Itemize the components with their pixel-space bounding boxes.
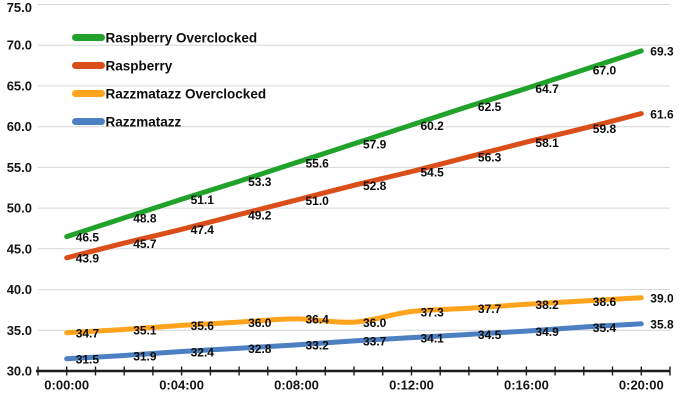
data-label: 53.3 (248, 175, 272, 189)
data-label: 59.8 (593, 122, 617, 136)
x-axis-label: 0:16:00 (504, 378, 549, 393)
data-label: 57.9 (363, 138, 387, 152)
data-label: 45.7 (133, 237, 157, 251)
legend-label: Razzmatazz Overclocked (106, 86, 267, 101)
data-label: 35.8 (650, 318, 674, 332)
data-label: 38.2 (535, 298, 559, 312)
data-label: 62.5 (478, 100, 502, 114)
y-axis-label: 70.0 (7, 38, 32, 53)
data-label: 34.9 (535, 325, 559, 339)
y-axis-label: 35.0 (7, 323, 32, 338)
x-axis-label: 0:20:00 (619, 378, 664, 393)
data-label: 61.6 (650, 107, 674, 121)
data-label: 56.3 (478, 151, 502, 165)
legend-swatch (72, 62, 105, 69)
series-line-razzmatazz-overclocked (64, 295, 644, 336)
y-axis-label: 30.0 (7, 364, 32, 379)
data-label: 34.5 (478, 328, 502, 342)
data-label: 55.6 (306, 156, 330, 170)
data-label: 37.7 (478, 302, 502, 316)
data-label: 54.5 (421, 165, 445, 179)
data-label: 43.9 (76, 252, 100, 266)
data-label: 34.1 (421, 331, 445, 345)
legend-swatch (72, 34, 105, 41)
data-label: 36.4 (306, 313, 330, 327)
data-label: 31.5 (76, 353, 100, 367)
y-axis-label: 75.0 (7, 0, 32, 15)
x-axis-label: 0:08:00 (274, 378, 319, 393)
legend-item: Raspberry Overclocked (72, 30, 257, 45)
data-label: 35.4 (593, 321, 617, 335)
data-label: 67.0 (593, 64, 617, 78)
data-label: 32.8 (248, 342, 272, 356)
legend-label: Raspberry Overclocked (106, 30, 258, 45)
data-label: 39.0 (650, 292, 674, 306)
data-label: 46.5 (76, 230, 100, 244)
legend-label: Raspberry (106, 58, 173, 73)
data-label: 51.0 (306, 194, 330, 208)
y-axis-label: 50.0 (7, 201, 32, 216)
legend-label: Razzmatazz (106, 114, 182, 129)
legend-item: Razzmatazz Overclocked (72, 86, 266, 101)
data-label: 49.2 (248, 208, 272, 222)
data-label: 37.3 (421, 305, 445, 319)
data-label: 32.4 (191, 345, 215, 359)
data-label: 34.7 (76, 327, 100, 341)
data-label: 52.8 (363, 179, 387, 193)
series-line-raspberry (64, 111, 644, 261)
series-line-raspberry-overclocked (64, 48, 644, 240)
legend-swatch (72, 118, 105, 125)
data-label: 69.3 (650, 45, 674, 59)
data-label: 38.6 (593, 295, 617, 309)
data-label: 36.0 (248, 316, 272, 330)
data-label: 31.9 (133, 349, 157, 363)
data-label: 48.8 (133, 212, 157, 226)
legend-swatch (72, 90, 105, 97)
data-label: 35.1 (133, 323, 157, 337)
x-axis-label: 0:04:00 (159, 378, 204, 393)
data-label: 51.1 (191, 193, 215, 207)
x-axis-label: 0:00:00 (44, 378, 89, 393)
y-axis-label: 45.0 (7, 241, 32, 256)
y-axis-label: 65.0 (7, 78, 32, 93)
y-axis-label: 60.0 (7, 119, 32, 134)
data-label: 64.7 (535, 82, 559, 96)
series-line-razzmatazz (64, 321, 644, 362)
data-label: 35.6 (191, 319, 215, 333)
data-label: 33.2 (306, 339, 330, 353)
data-label: 60.2 (421, 119, 445, 133)
y-axis-label: 55.0 (7, 160, 32, 175)
data-label: 36.0 (363, 316, 387, 330)
legend-item: Razzmatazz (72, 114, 182, 129)
data-label: 47.4 (191, 223, 215, 237)
x-axis-label: 0:12:00 (389, 378, 434, 393)
data-label: 33.7 (363, 335, 387, 349)
data-label: 58.1 (535, 136, 559, 150)
legend-item: Raspberry (72, 58, 173, 73)
y-axis-label: 40.0 (7, 282, 32, 297)
